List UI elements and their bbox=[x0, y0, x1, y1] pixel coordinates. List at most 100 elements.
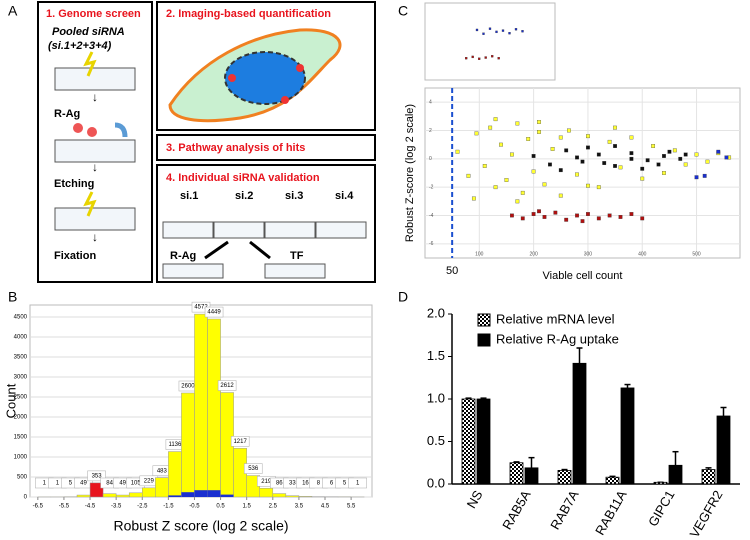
y-tick-label: -6 bbox=[429, 241, 434, 247]
x-tick-label: -4.5 bbox=[85, 504, 96, 510]
point bbox=[694, 152, 699, 157]
point bbox=[558, 135, 563, 140]
bar bbox=[142, 487, 156, 498]
point bbox=[521, 30, 524, 33]
point bbox=[514, 28, 518, 31]
point bbox=[618, 165, 623, 170]
point bbox=[455, 149, 460, 154]
y-tick-label: 2000 bbox=[14, 415, 28, 421]
y-tick-label: -2 bbox=[429, 184, 434, 190]
point bbox=[640, 216, 645, 221]
value-label: 33 bbox=[289, 481, 296, 487]
box bbox=[156, 164, 376, 283]
point bbox=[629, 156, 634, 161]
dish bbox=[54, 207, 136, 231]
x-tick-label: 4.5 bbox=[321, 504, 330, 510]
point bbox=[515, 199, 520, 204]
value-label: 2600 bbox=[181, 384, 195, 390]
point bbox=[613, 125, 617, 130]
bar bbox=[168, 451, 182, 498]
x-tick-label: 3.5 bbox=[295, 504, 304, 510]
point bbox=[702, 173, 707, 178]
point bbox=[683, 152, 688, 157]
x-tick-label: RAB11A bbox=[592, 487, 630, 537]
x-tick-label: NS bbox=[464, 487, 486, 510]
label-box bbox=[87, 470, 106, 482]
point bbox=[478, 57, 481, 60]
point bbox=[482, 164, 487, 168]
x-tick-label: 200 bbox=[529, 251, 538, 257]
x-tick-label: -3.5 bbox=[111, 504, 122, 510]
bar bbox=[524, 467, 539, 485]
y-tick-label: 3500 bbox=[14, 355, 28, 361]
point bbox=[466, 173, 471, 178]
bar bbox=[701, 469, 716, 485]
bar bbox=[285, 495, 300, 498]
point bbox=[575, 172, 579, 177]
point bbox=[531, 154, 536, 158]
nucleus bbox=[224, 51, 306, 105]
icon bbox=[114, 122, 128, 138]
bar bbox=[181, 392, 195, 498]
bar bbox=[653, 481, 668, 485]
icon bbox=[73, 123, 83, 133]
icon bbox=[228, 74, 236, 82]
x-tick-label: 1.5 bbox=[243, 504, 252, 510]
x-tick-label: -1.5 bbox=[163, 504, 174, 510]
panel-label: A bbox=[8, 3, 18, 19]
value-label: 105 bbox=[131, 481, 142, 487]
heading: 1. Genome screen bbox=[46, 8, 141, 20]
point bbox=[596, 152, 601, 157]
plot-area bbox=[424, 2, 556, 81]
point bbox=[558, 168, 563, 173]
value-label: 1 bbox=[43, 481, 47, 487]
point bbox=[586, 212, 590, 216]
x-tick-label: RAB5A bbox=[499, 487, 533, 532]
point bbox=[705, 159, 710, 164]
x-tick-label: -0.5 bbox=[189, 504, 200, 510]
point bbox=[499, 142, 503, 147]
bar bbox=[128, 492, 143, 498]
bar bbox=[509, 462, 524, 485]
point bbox=[613, 164, 617, 168]
subset-bar bbox=[194, 490, 208, 497]
point bbox=[716, 149, 721, 154]
point bbox=[629, 151, 634, 156]
x-tick-label: RAB7A bbox=[547, 487, 581, 532]
arrow: ↓ bbox=[92, 230, 98, 244]
value-label: 84 bbox=[106, 481, 113, 487]
panel-label: C bbox=[398, 3, 408, 19]
heading: 4. Individual siRNA validation bbox=[166, 172, 320, 184]
point bbox=[537, 209, 541, 214]
point bbox=[471, 196, 476, 201]
point bbox=[678, 156, 683, 161]
x-axis-title: Viable cell count bbox=[543, 270, 623, 282]
value-label: 2612 bbox=[220, 383, 234, 389]
point bbox=[586, 183, 590, 188]
x-tick-label: -5.5 bbox=[59, 504, 70, 510]
point bbox=[596, 185, 601, 190]
bar bbox=[272, 493, 287, 498]
value-label: 1136 bbox=[168, 442, 182, 448]
point bbox=[542, 215, 547, 219]
label: TF bbox=[290, 250, 304, 262]
point bbox=[537, 130, 541, 134]
panel-label: B bbox=[8, 289, 17, 305]
point bbox=[575, 213, 579, 218]
icon bbox=[281, 96, 289, 104]
point bbox=[656, 162, 661, 167]
value-label: 49 bbox=[80, 481, 87, 487]
icon bbox=[83, 51, 97, 77]
point bbox=[629, 135, 634, 140]
y-tick-label: 0 bbox=[24, 495, 28, 501]
point bbox=[618, 215, 623, 219]
point bbox=[596, 216, 601, 221]
x-tick-label: 400 bbox=[638, 251, 647, 257]
bar bbox=[102, 493, 117, 498]
y-tick-label: 1500 bbox=[14, 435, 28, 441]
y-tick-label: 3000 bbox=[14, 375, 28, 381]
y-tick-label: 2500 bbox=[14, 395, 28, 401]
value-label: 1 bbox=[56, 481, 60, 487]
label: si.4 bbox=[335, 190, 354, 202]
